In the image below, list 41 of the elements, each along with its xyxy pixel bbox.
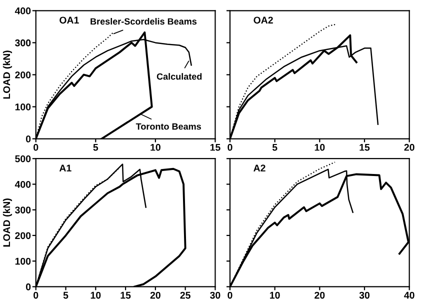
x-tick-label: 15 (360, 144, 370, 151)
y-tick-label: 200 (15, 232, 31, 240)
y-tick-label: 0 (26, 283, 31, 290)
x-tick-label: 25 (180, 292, 190, 299)
y-axis-title: LOAD (kN) (2, 50, 12, 99)
x-tick-label: 40 (404, 292, 414, 299)
chart-title: OA1 (60, 16, 79, 24)
x-tick-label: 20 (150, 292, 160, 299)
y-axis-title: LOAD (kN) (2, 198, 12, 247)
y-tick-label: 300 (15, 206, 31, 214)
x-tick-label: 0 (34, 144, 38, 151)
y-tick-label: 300 (15, 39, 31, 46)
chart-title: OA2 (254, 16, 273, 24)
y-tick-label: 400 (14, 7, 31, 14)
y-tick-label: 100 (15, 258, 31, 265)
x-tick-label: 10 (270, 292, 280, 299)
chart-title: A2 (254, 164, 266, 172)
y-tick-label: 0 (26, 136, 31, 142)
x-tick-label: 20 (404, 144, 414, 151)
chart-title: A1 (59, 164, 72, 172)
y-tick-label: 200 (15, 71, 31, 78)
y-tick-label: 500 (15, 155, 31, 162)
x-tick-label: 0 (34, 292, 38, 299)
x-tick-label: 15 (120, 292, 131, 299)
annotation: Bresler-Scordelis Beams (90, 18, 197, 25)
x-tick-label: 10 (90, 292, 101, 299)
x-tick-label: 5 (93, 144, 98, 151)
y-tick-label: 100 (15, 103, 31, 110)
x-tick-label: 10 (150, 144, 160, 151)
annotation: Toronto Beams (136, 123, 201, 130)
x-tick-label: 15 (210, 144, 220, 151)
x-tick-label: 30 (210, 292, 220, 299)
annotation: Calculated (156, 73, 202, 80)
x-tick-label: 20 (314, 292, 325, 299)
x-tick-label: 0 (228, 144, 232, 151)
x-tick-label: 0 (228, 292, 232, 299)
y-tick-label: 400 (14, 180, 31, 188)
x-tick-label: 5 (272, 144, 278, 151)
x-tick-label: 5 (63, 292, 68, 299)
x-tick-label: 10 (314, 144, 325, 151)
x-tick-label: 30 (359, 292, 370, 299)
